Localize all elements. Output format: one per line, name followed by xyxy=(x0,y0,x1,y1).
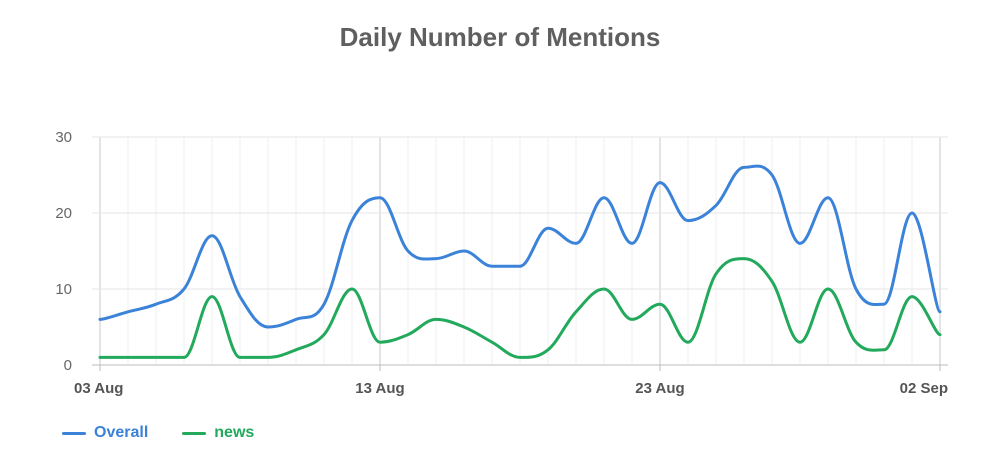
x-tick-label: 23 Aug xyxy=(635,380,684,397)
chart-title: Daily Number of Mentions xyxy=(339,22,661,52)
legend-label: Overall xyxy=(94,424,149,441)
series-line-overall xyxy=(98,164,942,329)
legend: Overall news xyxy=(62,424,254,442)
x-tick-label: 02 Sep xyxy=(900,380,948,397)
legend-swatch xyxy=(62,431,86,435)
legend-swatch xyxy=(182,431,207,435)
y-tick-label: 20 xyxy=(55,205,72,222)
x-axis-ticks: 03 Aug 13 Aug 23 Aug 02 Sep xyxy=(74,365,948,397)
series-lines xyxy=(98,164,942,359)
x-tick-label: 03 Aug xyxy=(74,380,123,397)
y-tick-label: 30 xyxy=(55,129,72,146)
y-axis-ticks: 0 10 20 30 xyxy=(55,129,72,374)
y-tick-label: 10 xyxy=(55,281,72,298)
series-line-news xyxy=(98,257,942,359)
grid-lines xyxy=(92,136,948,366)
y-tick-label: 0 xyxy=(64,357,72,374)
legend-label: news xyxy=(214,424,255,441)
x-tick-label: 13 Aug xyxy=(355,380,404,397)
legend-item-overall[interactable]: Overall xyxy=(62,424,148,442)
legend-item-news[interactable]: news xyxy=(182,424,254,442)
